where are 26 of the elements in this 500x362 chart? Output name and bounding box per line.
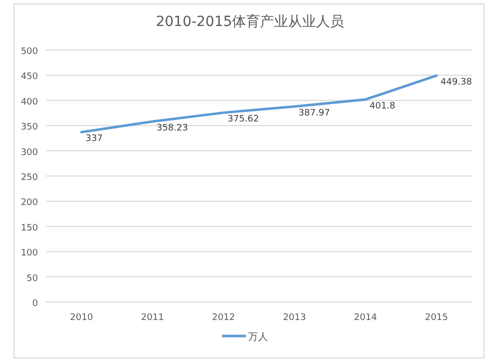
y-tick-label: 50 xyxy=(26,274,38,284)
y-tick-label: 400 xyxy=(20,97,38,108)
data-label: 387.97 xyxy=(298,108,330,118)
chart-title: 2010-2015体育产业从业人员 xyxy=(156,13,344,30)
y-tick-label: 0 xyxy=(32,299,38,309)
x-tick-label: 2015 xyxy=(425,313,448,323)
y-tick-label: 350 xyxy=(20,122,38,133)
y-tick-label: 500 xyxy=(20,47,38,57)
line-series xyxy=(80,74,438,134)
y-tick-label: 100 xyxy=(20,248,38,259)
x-tick-label: 2012 xyxy=(212,313,235,323)
y-tick-label: 450 xyxy=(20,72,38,82)
legend-label: 万人 xyxy=(248,332,268,343)
x-tick-label: 2013 xyxy=(283,313,306,323)
x-tick-label: 2010 xyxy=(70,313,94,323)
data-label: 375.62 xyxy=(228,114,259,125)
y-tick-label: 300 xyxy=(20,148,38,158)
x-tick-label: 2011 xyxy=(141,313,164,323)
y-tick-label: 150 xyxy=(20,223,38,234)
data-label: 358.23 xyxy=(156,123,188,134)
data-label: 449.38 xyxy=(440,78,472,88)
x-tick-label: 2014 xyxy=(354,313,378,323)
y-tick-label: 250 xyxy=(20,173,38,183)
data-label: 337 xyxy=(86,134,103,144)
y-tick-label: 200 xyxy=(20,198,38,208)
data-label: 401.8 xyxy=(370,101,396,112)
